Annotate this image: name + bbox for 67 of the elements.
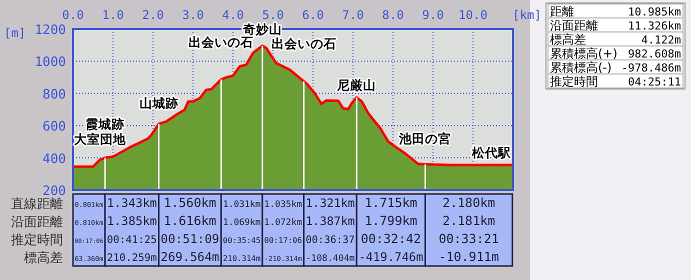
x-tick-label: 5.0: [262, 8, 284, 22]
annotation: 霞城跡: [86, 116, 125, 132]
y-tick-label: 1200: [34, 23, 66, 38]
text: 00:36:37: [306, 235, 355, 246]
text: 沿面距離: [550, 18, 598, 32]
annotation: 池田の宮: [398, 131, 452, 146]
x-tick-label: 1.0: [102, 8, 124, 22]
x-tick-label: 2.0: [142, 8, 164, 22]
text: 1.321km: [306, 196, 355, 210]
x-tick-label: 0.0: [62, 8, 84, 22]
x-tick-label: 3.0: [182, 8, 204, 22]
x-tick-label: 10.0: [458, 8, 488, 22]
x-tick-label: 9.0: [422, 8, 444, 22]
annotation: 山城跡: [139, 96, 178, 111]
text: 累積標高(-): [550, 60, 612, 74]
x-tick-label: 4.0: [222, 8, 244, 22]
x-tick-label: 6.0: [302, 8, 324, 22]
text: 累積標高(+): [550, 46, 618, 60]
y-tick-label: 400: [42, 152, 66, 167]
y-tick-label: 1000: [34, 55, 66, 70]
text: 2.181km: [442, 213, 496, 228]
text: 直線距離: [11, 197, 63, 212]
text: 10.985km: [628, 6, 682, 18]
annotation: 尼厳山: [336, 77, 376, 92]
text: 1.387km: [306, 214, 355, 228]
text: 推定時間: [550, 74, 598, 88]
annotation: 出会いの石: [271, 36, 336, 52]
text: 00:32:42: [360, 231, 422, 246]
annotation: 出会いの石: [188, 34, 254, 50]
text: 沿面距離: [11, 215, 63, 230]
text: 4.122m: [641, 34, 682, 46]
text: -108.404m: [306, 254, 356, 264]
text: 1.069km: [222, 218, 261, 228]
text: 1.560km: [164, 195, 216, 210]
text: 1.031km: [222, 200, 261, 210]
text: -419.746m: [358, 250, 424, 264]
text: 2.180km: [442, 195, 496, 210]
x-axis-title: [km]: [512, 8, 542, 22]
text: 推定時間: [11, 233, 63, 248]
x-tick-label: 7.0: [342, 8, 364, 22]
text: 00:41:25: [106, 234, 157, 246]
text: -10.911m: [438, 249, 499, 264]
text: 04:25:11: [628, 76, 681, 88]
y-tick-label: 200: [42, 184, 66, 199]
y-tick-label: 800: [42, 87, 66, 102]
text: -978.486m: [621, 62, 682, 74]
text: 1.035km: [264, 200, 302, 210]
text: 1.799km: [364, 213, 418, 228]
text: 標高差: [550, 32, 586, 46]
text: 11.326km: [628, 20, 682, 32]
text: 269.564m: [160, 250, 220, 264]
x-tick-label: 8.0: [382, 8, 404, 22]
text: 1.616km: [164, 213, 216, 228]
text: 1.385km: [106, 214, 157, 228]
text: 標高差: [24, 250, 63, 266]
annotation: 松代駅: [470, 145, 512, 160]
text: 982.608m: [628, 48, 682, 60]
text: 00:51:09: [160, 232, 220, 246]
text: 1.343km: [106, 196, 157, 210]
text: 距離: [550, 4, 574, 18]
y-axis-title: [m]: [4, 26, 26, 40]
text: 210.259m: [106, 252, 157, 264]
text: 1.715km: [364, 195, 418, 210]
text: 1.072km: [264, 218, 302, 228]
y-tick-label: 600: [42, 120, 66, 135]
text: 00:33:21: [438, 231, 499, 246]
annotation: 大室団地: [74, 131, 127, 146]
